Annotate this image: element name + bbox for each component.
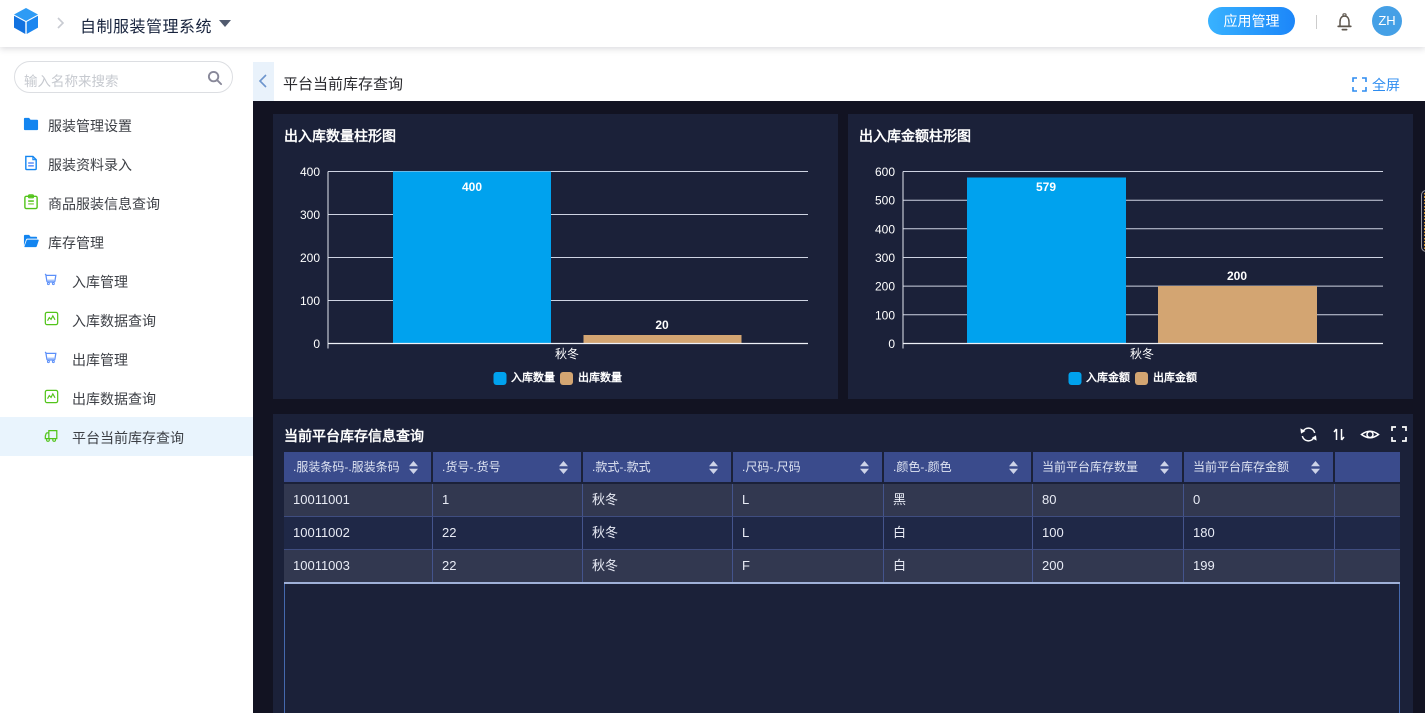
svg-text:300: 300 (300, 208, 320, 222)
svg-text:出库金额: 出库金额 (1153, 370, 1197, 384)
svg-text:100: 100 (875, 308, 895, 322)
svg-text:200: 200 (300, 251, 320, 265)
svg-text:200: 200 (1227, 269, 1247, 283)
svg-text:300: 300 (875, 251, 895, 265)
svg-text:0: 0 (888, 337, 895, 351)
svg-text:579: 579 (1036, 180, 1056, 194)
svg-text:入库数量: 入库数量 (511, 370, 555, 384)
svg-text:400: 400 (300, 165, 320, 179)
svg-text:20: 20 (655, 318, 669, 332)
svg-text:400: 400 (875, 222, 895, 236)
svg-text:0: 0 (313, 337, 320, 351)
svg-text:秋冬: 秋冬 (1130, 346, 1154, 361)
svg-text:100: 100 (300, 294, 320, 308)
svg-text:入库金额: 入库金额 (1086, 370, 1130, 384)
svg-text:出库数量: 出库数量 (578, 370, 622, 384)
svg-text:400: 400 (462, 180, 482, 194)
svg-text:500: 500 (875, 194, 895, 208)
svg-text:秋冬: 秋冬 (555, 346, 579, 361)
svg-text:600: 600 (875, 165, 895, 179)
svg-text:200: 200 (875, 280, 895, 294)
